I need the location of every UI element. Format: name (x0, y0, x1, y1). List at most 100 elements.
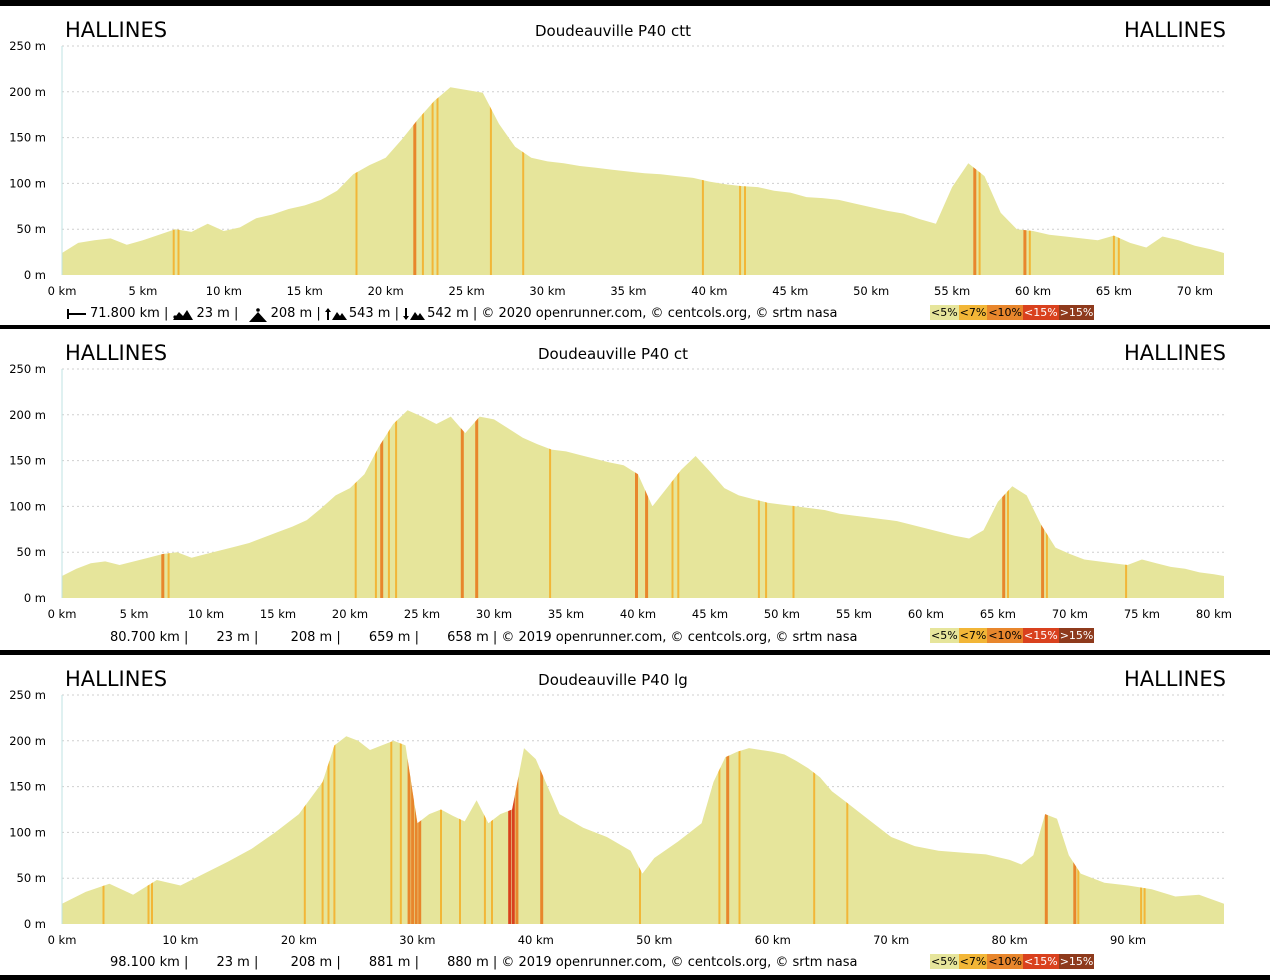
ascent-value: 659 m | (368, 630, 419, 645)
x-tick-label: 10 km (162, 933, 198, 947)
grade-band (846, 736, 849, 924)
grade-band (1143, 736, 1146, 924)
grade-band (671, 410, 674, 598)
x-tick-label: 0 km (48, 607, 77, 621)
grade-band (413, 87, 417, 275)
x-tick-label: 40 km (518, 933, 554, 947)
grade-band (1002, 410, 1006, 598)
y-tick-label: 100 m (9, 499, 46, 513)
legend-item: <15% (1023, 305, 1059, 320)
start-town: HALLINES (65, 667, 168, 691)
grade-band (739, 87, 742, 275)
grade-band (161, 410, 165, 598)
grade-band (390, 736, 393, 924)
y-tick-label: 250 m (9, 39, 46, 53)
ascent-value: 543 m | (348, 306, 399, 321)
grade-band (327, 736, 330, 924)
x-tick-label: 40 km (691, 284, 727, 298)
x-tick-label: 80 km (1196, 607, 1232, 621)
y-tick-label: 0 m (24, 917, 46, 931)
credits: © 2019 openrunner.com, © centcols.org, ©… (501, 955, 858, 970)
end-town: HALLINES (1123, 18, 1226, 42)
max-altitude-value: 208 m | (270, 306, 321, 321)
legend-item: <15% (1023, 628, 1059, 643)
grade-band (1140, 736, 1143, 924)
grade-band (738, 736, 741, 924)
profile-panel-2: HALLINES Doudeauville P40 ct HALLINES 0 … (0, 329, 1270, 650)
legend-item: <7% (958, 628, 988, 643)
grade-band (792, 410, 795, 598)
x-tick-label: 65 km (1096, 284, 1132, 298)
profile-panel-3: HALLINES Doudeauville P40 lg HALLINES 0 … (0, 655, 1270, 975)
grade-band (765, 410, 768, 598)
grade-band (1023, 87, 1027, 275)
grade-band (483, 736, 486, 924)
x-tick-label: 25 km (404, 607, 440, 621)
y-tick-label: 0 m (24, 591, 46, 605)
grade-band (172, 87, 175, 275)
elevation-area (62, 87, 1224, 275)
elevation-chart: 0 m 50 m 100 m 150 m 200 m 250 m 0 km 5 km 10 km… (9, 39, 1224, 298)
profile-panel-1: HALLINES Doudeauville P40 ctt HALLINES 0… (0, 6, 1270, 325)
grade-band (407, 736, 411, 924)
y-tick-label: 50 m (17, 545, 47, 559)
legend-item: <5% (930, 954, 959, 969)
x-tick-label: 35 km (548, 607, 584, 621)
grade-band (639, 736, 641, 924)
grade-band (418, 736, 422, 924)
elevation-chart: 0 m 50 m 100 m 150 m 200 m 250 m 0 km 5 km 10 km… (9, 362, 1232, 621)
grade-band (511, 736, 515, 924)
route-title: Doudeauville P40 ct (537, 345, 689, 363)
grade-band (355, 87, 358, 275)
grade-band (1073, 736, 1077, 924)
x-tick-label: 20 km (368, 284, 404, 298)
y-tick-label: 150 m (9, 454, 46, 468)
grade-band (489, 87, 492, 275)
route-title: Doudeauville P40 ctt (535, 22, 691, 40)
grade-band (549, 410, 552, 598)
y-tick-label: 250 m (9, 362, 46, 376)
x-tick-label: 15 km (260, 607, 296, 621)
grade-band (701, 87, 704, 275)
x-tick-label: 20 km (332, 607, 368, 621)
x-tick-label: 30 km (476, 607, 512, 621)
x-tick-label: 60 km (1015, 284, 1051, 298)
grade-band (460, 410, 464, 598)
y-tick-label: 150 m (9, 780, 46, 794)
y-tick-label: 150 m (9, 131, 46, 145)
x-tick-label: 80 km (992, 933, 1028, 947)
grade-legend: <5% <7% <10% <15% >15% (930, 305, 1095, 320)
legend-item: <15% (1023, 954, 1059, 969)
x-tick-label: 0 km (48, 284, 77, 298)
grade-band (303, 736, 306, 924)
y-tick-label: 200 m (9, 734, 46, 748)
x-tick-label: 5 km (128, 284, 157, 298)
x-tick-label: 50 km (853, 284, 889, 298)
grade-band (635, 410, 638, 598)
distance-value: 98.100 km | (110, 955, 189, 970)
legend-item: <5% (930, 628, 959, 643)
grade-band (354, 410, 357, 598)
grade-band (1028, 87, 1031, 275)
y-tick-label: 200 m (9, 85, 46, 99)
legend-item: <10% (987, 628, 1024, 643)
x-tick-label: 40 km (620, 607, 656, 621)
elevation-area (62, 736, 1224, 924)
legend-item: <10% (987, 305, 1024, 320)
grade-band (411, 736, 415, 924)
grade-band (813, 736, 816, 924)
x-tick-label: 60 km (755, 933, 791, 947)
end-town: HALLINES (1123, 341, 1226, 365)
x-tick-label: 60 km (908, 607, 944, 621)
grade-band (374, 410, 377, 598)
x-tick-label: 15 km (287, 284, 323, 298)
grade-band (440, 736, 442, 924)
distance-value: 71.800 km | (90, 306, 169, 321)
grade-band (1112, 87, 1115, 275)
x-tick-label: 45 km (772, 284, 808, 298)
grade-band (1117, 87, 1120, 275)
descent-icon (403, 307, 426, 320)
legend-item: <7% (958, 305, 988, 320)
x-tick-label: 90 km (1110, 933, 1146, 947)
separator-2 (0, 650, 1270, 655)
